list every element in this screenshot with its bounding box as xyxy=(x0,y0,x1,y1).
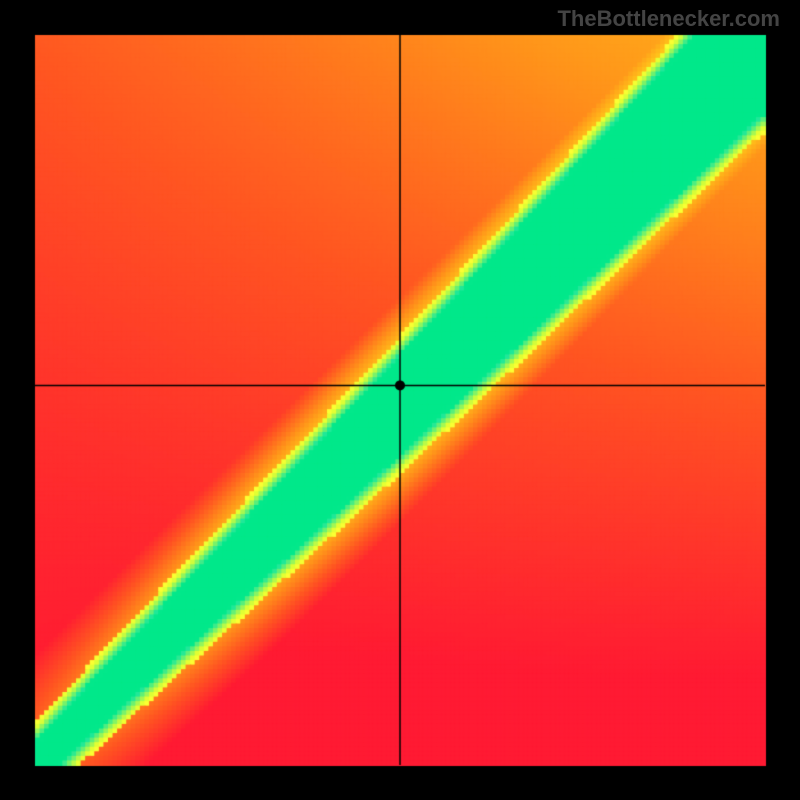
heatmap-canvas xyxy=(0,0,800,800)
chart-container: TheBottlenecker.com xyxy=(0,0,800,800)
watermark-text: TheBottlenecker.com xyxy=(557,6,780,32)
